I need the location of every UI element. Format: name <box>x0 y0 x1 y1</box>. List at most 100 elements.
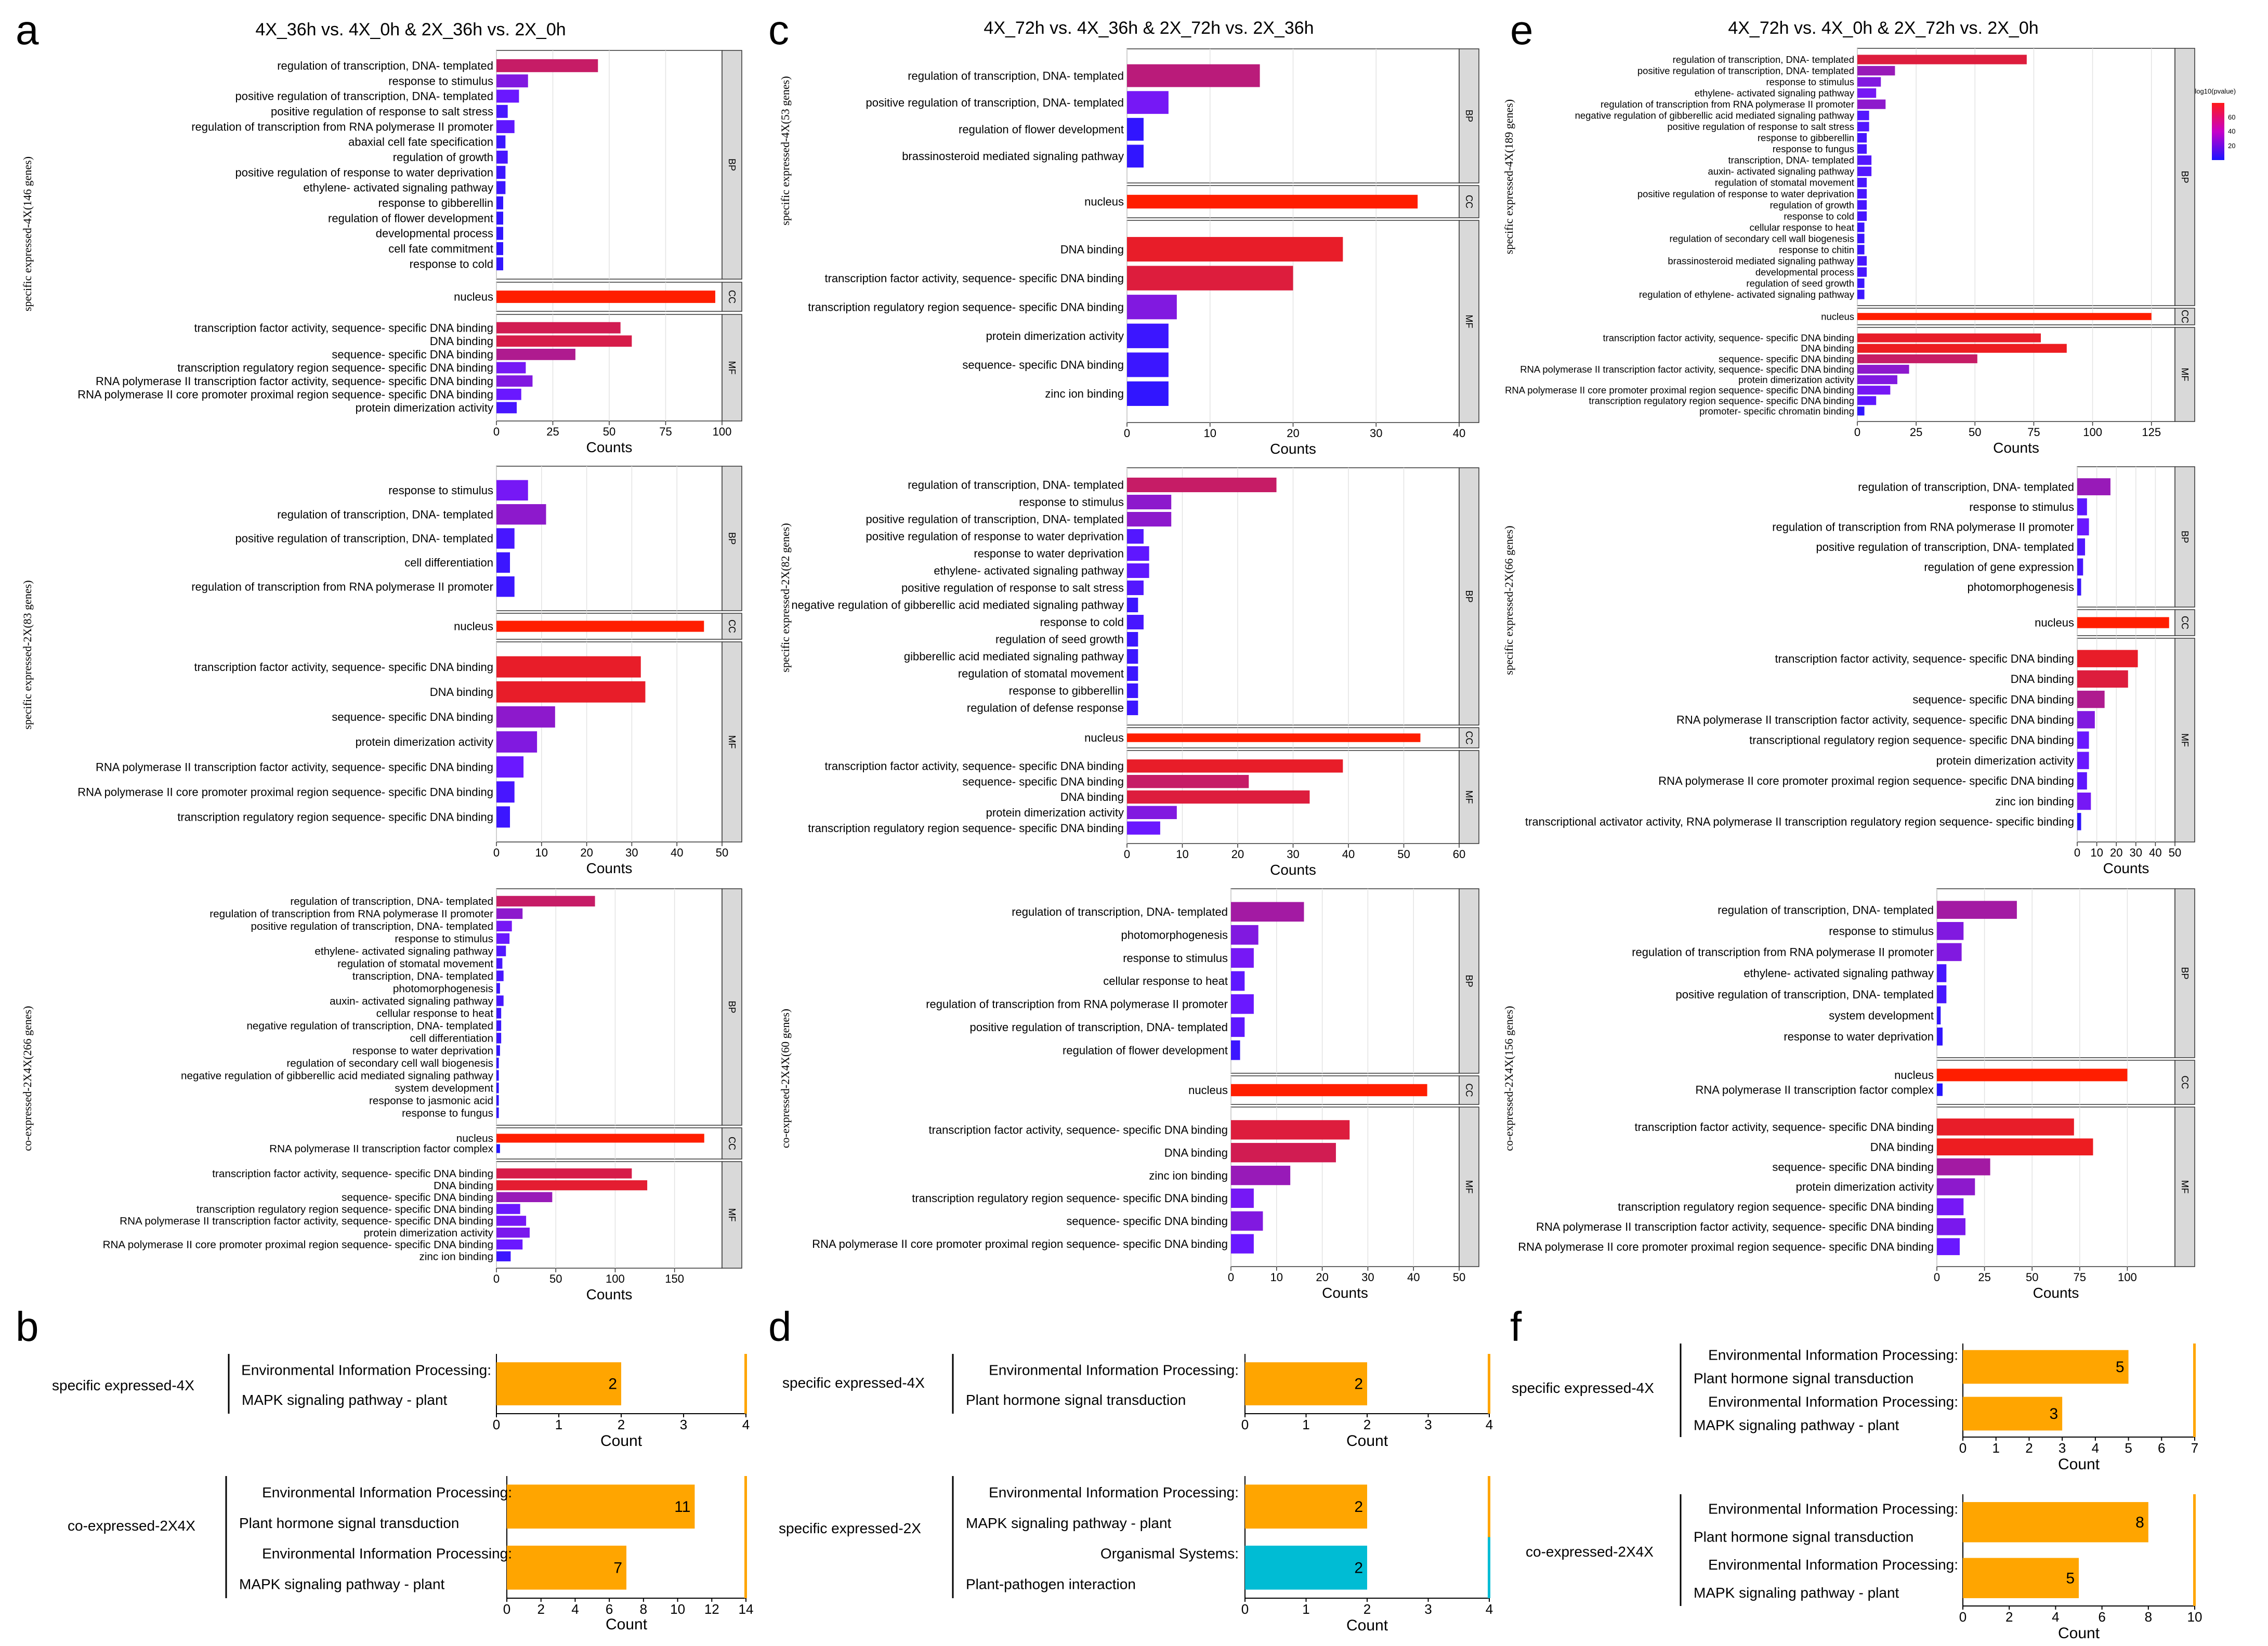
bar-bp <box>1231 971 1245 991</box>
category-label: positive regulation of response to salt … <box>1667 121 1854 132</box>
max-indicator <box>744 1354 747 1414</box>
x-axis-label: Count <box>1346 1432 1388 1450</box>
bar-bp <box>496 983 500 994</box>
category-label: response to cold <box>410 257 493 270</box>
bar-bp <box>1127 563 1149 578</box>
category-label: response to water deprivation <box>974 547 1124 560</box>
category-label: photomorphogenesis <box>1968 581 2074 594</box>
x-tick-label: 20 <box>1231 848 1244 861</box>
pathway-name: Plant hormone signal transduction <box>239 1515 459 1531</box>
category-label: response to water deprivation <box>1784 1030 1934 1043</box>
category-label: regulation of flower development <box>959 123 1124 136</box>
bar-bp <box>1937 985 1947 1004</box>
category-label: DNA binding <box>430 335 493 348</box>
bar-mf <box>1857 354 1977 363</box>
pathway-category: Environmental Information Processing: <box>1708 1501 1958 1517</box>
bar-mf <box>496 335 632 347</box>
bar-bp <box>1937 964 1947 982</box>
bar-mf <box>496 362 526 374</box>
bar-bp <box>1857 133 1867 143</box>
bar-bp <box>496 196 504 209</box>
bar-mf <box>1127 821 1160 835</box>
pathway-name: MAPK signaling pathway - plant <box>1694 1585 1899 1601</box>
legend-title: -log10(pvalue) <box>2193 87 2236 95</box>
category-label: negative regulation of transcription, DN… <box>246 1020 493 1032</box>
category-label: regulation of transcription from RNA pol… <box>926 998 1228 1011</box>
bar-mf <box>1937 1158 1990 1176</box>
category-label: nucleus <box>456 1133 493 1144</box>
facet-label: BP <box>727 532 737 545</box>
bar-mf <box>496 375 533 387</box>
category-label: RNA polymerase II transcription factor c… <box>1695 1083 1934 1096</box>
bar-bp <box>496 1045 500 1056</box>
x-tick-label: 50 <box>603 425 615 438</box>
category-label: zinc ion binding <box>419 1250 493 1262</box>
bar-bp <box>2077 518 2089 536</box>
bar-mf <box>2077 711 2095 729</box>
category-label: response to gibberellin <box>1009 684 1124 697</box>
category-label: response to cold <box>1040 616 1124 629</box>
category-label: RNA polymerase II core promoter proximal… <box>77 785 493 798</box>
panel-letter-b: b <box>16 1303 39 1350</box>
facet-label: MF <box>2180 1180 2190 1194</box>
bar-mf <box>496 1192 553 1203</box>
bar-mf <box>1127 236 1343 262</box>
category-label: ethylene- activated signaling pathway <box>303 181 493 194</box>
x-tick-label: 8 <box>2145 1609 2152 1625</box>
group-label: co-expressed-2X4X <box>1526 1544 1654 1560</box>
max-indicator <box>1488 1537 1490 1598</box>
bar-bp <box>496 120 515 134</box>
bar-bp <box>1127 631 1138 647</box>
bar-mf <box>2077 650 2138 667</box>
bar-bp <box>1127 91 1169 114</box>
charts-layer: regulation of transcription, DNA- templa… <box>21 48 2202 1642</box>
x-tick-label: 75 <box>2074 1271 2086 1284</box>
bar-mf <box>1127 790 1310 804</box>
bar-bp <box>1937 1028 1943 1046</box>
go-bar-chart-c3: regulation of transcription, DNA- templa… <box>779 888 1479 1301</box>
category-label: regulation of transcription from RNA pol… <box>1632 946 1934 959</box>
x-axis-label: Count <box>1346 1617 1388 1634</box>
bar-mf <box>496 402 517 414</box>
y-axis-label: specific expressed-2X(83 genes) <box>21 580 34 729</box>
max-indicator <box>2193 1344 2196 1390</box>
category-label: RNA polymerase II transcription factor a… <box>96 760 493 773</box>
bar-mf <box>496 1251 511 1261</box>
category-label: positive regulation of response to water… <box>235 166 493 179</box>
bar-mf <box>1231 1188 1254 1208</box>
x-tick-label: 4 <box>1486 1601 1493 1617</box>
column-titles: 4X_36h vs. 4X_0h & 2X_36h vs. 2X_0h 4X_7… <box>255 18 2038 39</box>
x-tick-label: 0 <box>1228 1271 1234 1284</box>
legend-tick: 40 <box>2228 127 2235 135</box>
bar-value-label: 5 <box>2066 1570 2075 1587</box>
x-tick-label: 10 <box>2187 1609 2203 1625</box>
x-axis-label: Counts <box>1270 441 1316 457</box>
facet-label: BP <box>1464 590 1474 602</box>
pathway-name: MAPK signaling pathway - plant <box>966 1515 1172 1531</box>
bar-bp <box>1857 110 1869 121</box>
x-axis-label: Count <box>600 1432 643 1450</box>
x-tick-label: 3 <box>2059 1440 2066 1456</box>
go-bar-chart-c2: regulation of transcription, DNA- templa… <box>779 467 1479 878</box>
bar-bp <box>1231 1040 1240 1060</box>
x-tick-label: 60 <box>1453 848 1465 861</box>
bar-value-label: 8 <box>2135 1514 2144 1531</box>
x-tick-label: 2 <box>1364 1601 1371 1617</box>
x-tick-label: 100 <box>2083 426 2102 439</box>
category-label: RNA polymerase II transcription factor a… <box>1536 1220 1934 1233</box>
facet-strip-cc <box>1459 1075 1479 1105</box>
group-label: specific expressed-2X <box>779 1520 921 1536</box>
bar-bp <box>1127 580 1144 596</box>
facet-label: MF <box>1464 1180 1474 1194</box>
facet-strip-cc <box>2174 609 2195 636</box>
bar-bp <box>496 89 519 103</box>
category-label: positive regulation of transcription, DN… <box>251 920 494 932</box>
category-label: sequence- specific DNA binding <box>1719 353 1854 364</box>
pathway-category: Environmental Information Processing: <box>1708 1557 1958 1573</box>
category-label: regulation of stomatal movement <box>958 667 1124 680</box>
group-label: co-expressed-2X4X <box>68 1518 195 1534</box>
bar-bp <box>496 1020 502 1031</box>
category-label: protein dimerization activity <box>1738 374 1855 385</box>
x-tick-label: 30 <box>1361 1271 1374 1284</box>
